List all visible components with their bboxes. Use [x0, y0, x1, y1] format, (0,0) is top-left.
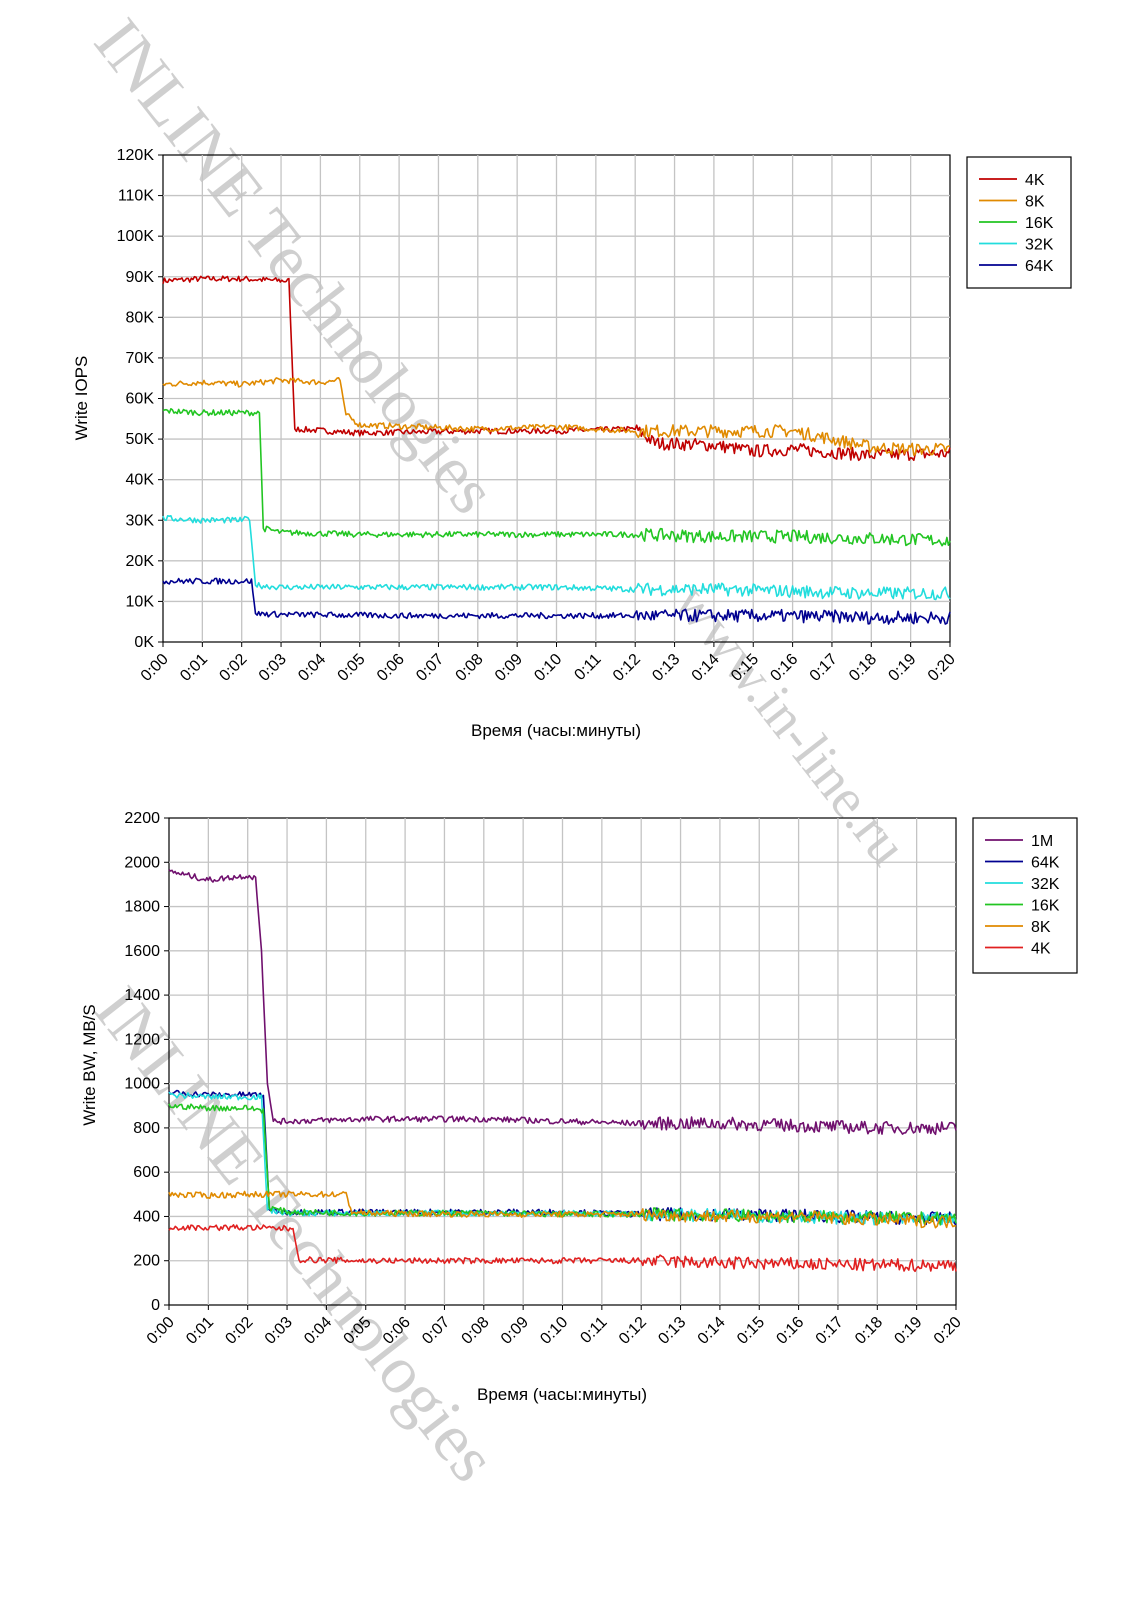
watermark-company-top: INLINE Technologies: [80, 4, 512, 527]
x-tick-label: 0:09: [492, 651, 526, 685]
x-axis-title: Время (часы:минуты): [477, 1385, 647, 1404]
series-line-16k: [162, 408, 951, 547]
chart-write-iops: 0K 10K 20K 30K 40K 50K 60K 70K 80K 90K 100K 110K 120…: [72, 147, 1072, 740]
legend-label-1m: 1M: [1031, 833, 1053, 850]
y-tick-label: 0: [151, 1297, 160, 1314]
x-tick-label: 0:04: [295, 651, 329, 685]
x-tick-label: 0:14: [695, 1314, 729, 1348]
y-tick-label: 10K: [126, 593, 155, 610]
x-tick-label: 0:17: [807, 651, 841, 685]
x-tick-label: 0:15: [734, 1314, 768, 1348]
x-tick-labels: 0:00 0:01 0:02 0:03 0:04 0:05 0:06 0:07 0:08 0:09…: [138, 642, 959, 685]
y-tick-labels: 0K 10K 20K 30K 40K 50K 60K 70K 80K 90K 100K 110K 120…: [117, 147, 163, 651]
y-tick-label: 70K: [126, 350, 155, 367]
x-tick-label: 0:18: [852, 1314, 886, 1348]
x-tick-label: 0:06: [374, 651, 408, 685]
x-tick-label: 0:18: [846, 651, 880, 685]
x-tick-label: 0:00: [144, 1314, 178, 1348]
x-tick-label: 0:08: [459, 1314, 493, 1348]
legend-label-32k: 32K: [1031, 876, 1060, 893]
legend-label-16k: 16K: [1025, 215, 1054, 232]
x-tick-label: 0:19: [891, 1314, 925, 1348]
gridlines: [169, 818, 956, 1305]
y-tick-label: 600: [133, 1164, 160, 1181]
y-tick-labels: 0 200 400 600 800 1000 1200 1400 1600 1800 2000 220…: [124, 810, 169, 1314]
y-tick-label: 200: [133, 1253, 160, 1270]
x-tick-label: 0:11: [577, 1314, 610, 1347]
x-tick-label: 0:01: [183, 1314, 217, 1348]
x-tick-label: 0:02: [222, 1314, 256, 1348]
legend-label-16k: 16K: [1031, 898, 1060, 915]
y-tick-label: 50K: [126, 431, 155, 448]
y-tick-label: 60K: [126, 391, 155, 408]
x-tick-label: 0:00: [138, 651, 172, 685]
y-tick-label: 1200: [124, 1031, 160, 1048]
series-line-8k: [162, 377, 951, 456]
y-tick-label: 2200: [124, 810, 160, 827]
x-tick-label: 0:09: [498, 1314, 532, 1348]
legend-label-8k: 8K: [1031, 919, 1051, 936]
gridlines: [163, 155, 950, 642]
y-tick-label: 100K: [117, 228, 155, 245]
legend-label-8k: 8K: [1025, 194, 1045, 211]
y-tick-label: 120K: [117, 147, 155, 164]
series-line-32k: [162, 515, 951, 601]
x-tick-label: 0:13: [655, 1314, 689, 1348]
x-tick-label: 0:20: [931, 1314, 965, 1348]
y-tick-label: 1600: [124, 943, 160, 960]
y-tick-label: 110K: [118, 188, 155, 205]
legend-box: [972, 817, 1078, 974]
y-tick-label: 30K: [126, 512, 155, 529]
x-tick-label: 0:05: [335, 651, 369, 685]
legend-label-32k: 32K: [1025, 237, 1054, 254]
x-tick-label: 0:03: [256, 651, 290, 685]
series-lines: [168, 869, 957, 1273]
y-tick-label: 2000: [124, 854, 160, 871]
x-tick-label: 0:02: [216, 651, 250, 685]
x-tick-label: 0:20: [925, 651, 959, 685]
x-tick-labels: 0:00 0:01 0:02 0:03 0:04 0:05 0:06 0:07 0:08 0:09…: [144, 1305, 965, 1348]
series-line-1m: [168, 869, 957, 1136]
legend-label-4k: 4K: [1031, 941, 1051, 958]
y-axis-title: Write IOPS: [72, 356, 91, 441]
legend: 1M 64K 32K 16K 8K 4K: [972, 817, 1078, 974]
series-line-8k: [168, 1190, 957, 1229]
x-tick-label: 0:03: [262, 1314, 296, 1348]
y-tick-label: 90K: [126, 269, 155, 286]
x-tick-label: 0:11: [571, 651, 604, 684]
x-tick-label: 0:12: [616, 1314, 650, 1348]
y-tick-label: 20K: [126, 553, 155, 570]
x-tick-label: 0:13: [649, 651, 683, 685]
y-tick-label: 0K: [134, 634, 154, 651]
x-tick-label: 0:16: [773, 1314, 807, 1348]
series-line-4k: [168, 1224, 957, 1273]
series-lines: [162, 275, 951, 625]
legend: 4K 8K 16K 32K 64K: [966, 156, 1072, 289]
x-tick-label: 0:01: [177, 651, 211, 685]
y-tick-label: 40K: [126, 472, 155, 489]
y-tick-label: 400: [133, 1208, 160, 1225]
y-tick-label: 1000: [124, 1076, 160, 1093]
x-tick-label: 0:12: [610, 651, 644, 685]
x-axis-title: Время (часы:минуты): [471, 721, 641, 740]
y-tick-label: 1800: [124, 899, 160, 916]
x-tick-label: 0:07: [413, 651, 447, 685]
x-tick-label: 0:10: [537, 1314, 571, 1348]
x-tick-label: 0:08: [453, 651, 487, 685]
x-tick-label: 0:10: [531, 651, 565, 685]
series-line-64k: [162, 577, 951, 625]
legend-label-4k: 4K: [1025, 172, 1045, 189]
legend-label-64k: 64K: [1031, 855, 1060, 872]
y-axis-title: Write BW, MB/S: [80, 1004, 99, 1126]
watermark-company-bottom: INLINE Technologies: [80, 972, 512, 1495]
legend-label-64k: 64K: [1025, 258, 1054, 275]
x-tick-label: 0:19: [885, 651, 919, 685]
y-tick-label: 800: [133, 1120, 160, 1137]
x-tick-label: 0:17: [813, 1314, 847, 1348]
y-tick-label: 1400: [124, 987, 160, 1004]
watermark-site: www.in-line.ru: [662, 572, 919, 877]
y-tick-label: 80K: [126, 309, 155, 326]
